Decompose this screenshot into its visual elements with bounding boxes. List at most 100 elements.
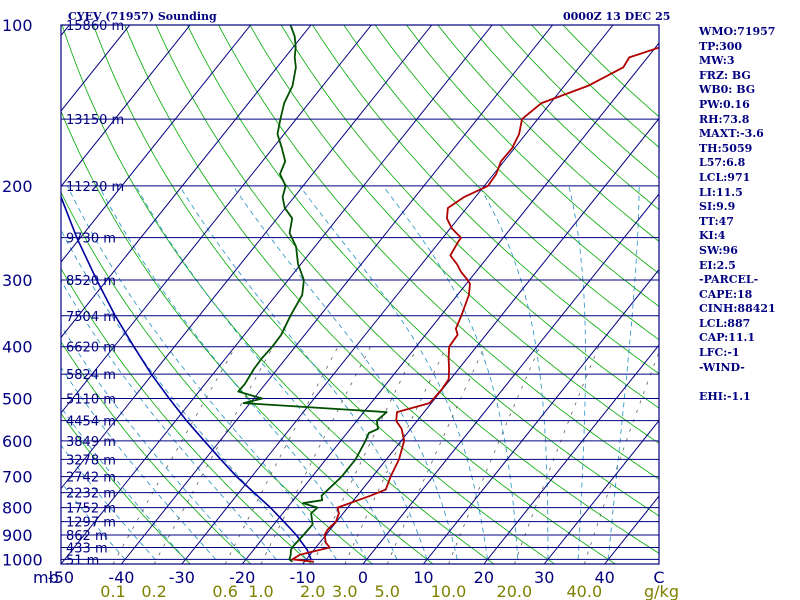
mixing-ratio-line	[224, 346, 339, 564]
isotherm	[181, 25, 614, 564]
pressure-tick-label: 400	[2, 338, 33, 357]
indices-panel: WMO:71957 TP:300 MW:3 FRZ: BG WB0: BG PW:0.16…	[699, 25, 776, 404]
height-label: 2232 m	[66, 487, 116, 502]
height-label: 3278 m	[66, 453, 116, 468]
height-label: 3849 m	[66, 435, 116, 450]
pressure-tick-label: 300	[2, 271, 33, 290]
mixing-ratio-unit: g/kg	[644, 582, 679, 600]
temperature-tick-label: -50	[48, 568, 74, 587]
height-label: 51 m	[66, 553, 99, 568]
index-value: TT:47	[699, 214, 734, 228]
index-value: EI:2.5	[699, 258, 736, 272]
temperature-tick-label: -30	[169, 568, 195, 587]
pressure-tick-label: 600	[2, 432, 33, 451]
mixing-ratio-line	[386, 346, 485, 564]
height-label: 6620 m	[66, 341, 116, 356]
dewpoint-profile	[237, 25, 388, 563]
index-value: LCL:887	[699, 316, 751, 330]
temperature-tick-label: -40	[108, 568, 134, 587]
height-label: 1297 m	[66, 516, 116, 531]
height-label: 7504 m	[66, 310, 116, 325]
dry-adiabat	[124, 25, 616, 564]
index-value: EHI:-1.1	[699, 389, 751, 403]
index-value: LI:11.5	[699, 185, 743, 199]
moist-adiabat	[382, 185, 519, 560]
index-value: TH:5059	[699, 141, 753, 155]
height-label: 1752 m	[66, 502, 116, 517]
moist-adiabat	[232, 185, 458, 560]
moist-adiabat	[607, 185, 640, 560]
mixing-ratio-line	[312, 346, 418, 564]
index-value: MW:3	[699, 54, 735, 68]
moist-adiabat	[61, 279, 277, 560]
mixing-ratio-label: 3.0	[332, 582, 357, 600]
mixing-ratio-line	[514, 346, 599, 564]
index-value	[699, 375, 776, 390]
index-value: L57:6.8	[699, 156, 746, 170]
height-label: 5824 m	[66, 368, 116, 383]
temperature-tick-label: 0	[358, 568, 368, 587]
height-label: 13150 m	[66, 113, 124, 128]
height-label: 9730 m	[66, 232, 116, 247]
dry-adiabat	[61, 25, 495, 564]
height-label: 11220 m	[66, 180, 124, 195]
dry-adiabat	[186, 25, 659, 517]
temperature-axis-unit: C	[653, 568, 664, 587]
dry-adiabat	[61, 110, 434, 564]
dry-adiabat	[437, 25, 659, 242]
isotherm	[61, 25, 312, 339]
index-value: WMO:71957	[699, 25, 776, 38]
dry-adiabat	[61, 341, 252, 564]
mixing-ratio-label: 10.0	[431, 582, 467, 600]
temperature-tick-label: -20	[229, 568, 255, 587]
height-label: 15860 m	[66, 19, 124, 34]
index-value: PW:0.16	[699, 97, 750, 111]
pressure-tick-label: 800	[2, 499, 33, 518]
height-label: 2742 m	[66, 471, 116, 486]
index-value: RH:73.8	[699, 112, 750, 126]
mixing-ratio-label: 1.0	[248, 582, 273, 600]
mixing-ratio-line	[344, 346, 447, 564]
dry-adiabat	[61, 267, 312, 564]
mixing-ratio-line	[153, 346, 274, 564]
isotherm	[61, 25, 372, 414]
pressure-tick-label: 500	[2, 390, 33, 409]
plot-frame	[60, 24, 660, 565]
mixing-ratio-label: 20.0	[497, 582, 533, 600]
mixing-ratio-label: 40.0	[567, 582, 603, 600]
dry-adiabat	[312, 25, 659, 375]
dry-adiabat	[61, 191, 373, 564]
isotherm	[302, 117, 659, 564]
height-label: 433 m	[66, 541, 108, 556]
pressure-tick-label: 200	[2, 177, 33, 196]
mixing-ratio-label: 0.2	[141, 582, 166, 600]
mixing-ratio-label: 5.0	[374, 582, 399, 600]
index-value: LCL:971	[699, 170, 751, 184]
dry-adiabat	[61, 412, 191, 564]
isotherm	[61, 25, 433, 490]
chart-title: CYEV (71957) Sounding	[68, 10, 217, 23]
isotherm	[61, 25, 493, 564]
height-label: 862 m	[66, 529, 108, 544]
index-value: CINH:88421	[699, 302, 776, 316]
isotherm	[543, 419, 659, 564]
isotherm	[241, 42, 659, 564]
height-label: 4454 m	[66, 415, 116, 430]
isotherm	[423, 268, 659, 564]
temperature-tick-label: -10	[290, 568, 316, 587]
moist-adiabat	[67, 185, 337, 560]
dry-adiabat	[155, 25, 659, 554]
index-value: LFC:-1	[699, 346, 740, 360]
isotherm	[61, 25, 191, 188]
index-value: TP:300	[699, 39, 743, 53]
parcel-trace	[61, 194, 312, 560]
pressure-axis-label: mb	[33, 568, 59, 587]
index-value: FRZ: BG	[699, 68, 751, 82]
mixing-ratio-line	[583, 350, 659, 564]
mixing-ratio-label: 0.1	[100, 582, 125, 600]
temperature-tick-label: 10	[413, 568, 433, 587]
temperature-tick-label: 20	[474, 568, 494, 587]
dry-adiabat	[406, 25, 659, 275]
isotherm	[483, 344, 659, 564]
